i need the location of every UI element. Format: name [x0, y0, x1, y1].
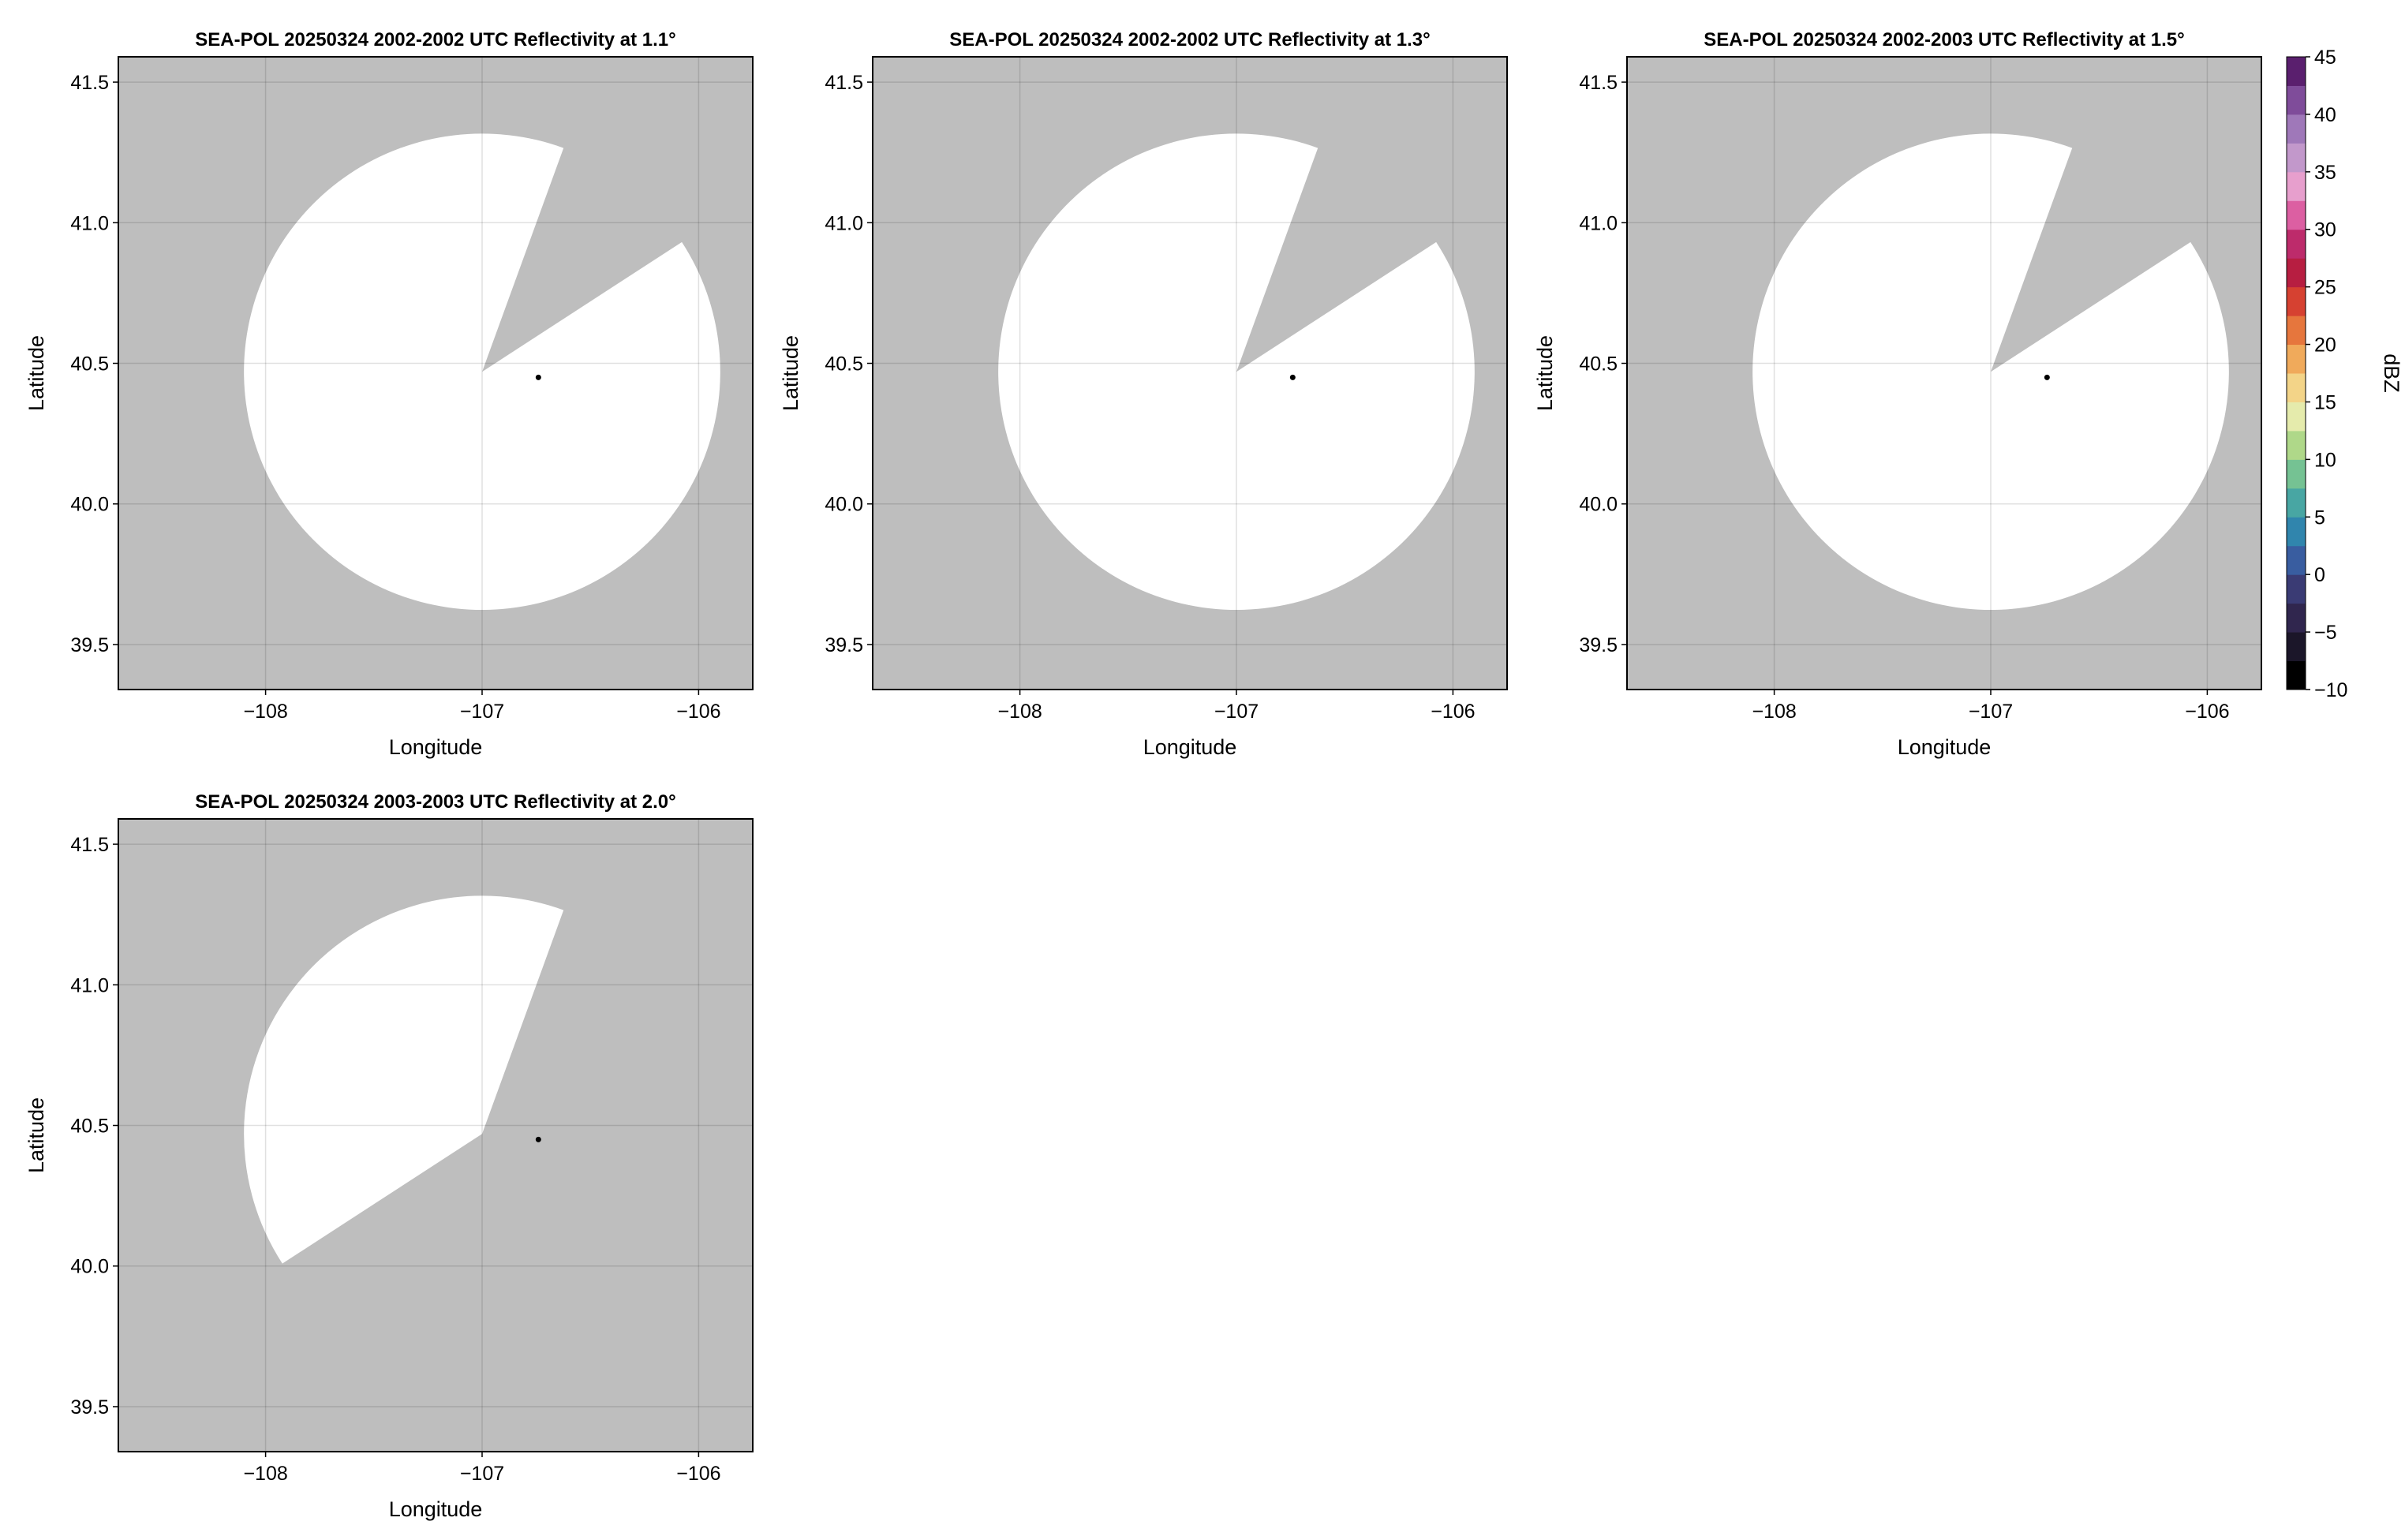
colorbar-tick-label: 15 — [2314, 391, 2336, 413]
colorbar-bin — [2287, 459, 2306, 489]
x-tick-label: −106 — [2185, 701, 2229, 723]
radar-panel-3: −108 −107 −106 39.5 40.0 40.5 41.0 41.5 SEA-POL … — [1533, 29, 2262, 759]
y-tick-label: 40.5 — [825, 353, 863, 376]
colorbar-tick-label: −5 — [2314, 622, 2337, 644]
radar-location-marker — [535, 1136, 541, 1142]
colorbar-bin — [2287, 574, 2306, 604]
y-tick-label: 41.5 — [70, 834, 109, 856]
radar-location-marker — [1289, 374, 1296, 380]
radar-location-marker — [535, 374, 541, 380]
radar-scan-area — [998, 133, 1475, 611]
panel-title: SEA-POL 20250324 2002-2002 UTC Reflectiv… — [195, 29, 675, 50]
y-tick-label: 40.5 — [1579, 353, 1618, 376]
y-tick-label: 41.0 — [825, 212, 863, 234]
x-axis-label: Longitude — [1143, 735, 1237, 759]
x-axis-label: Longitude — [389, 1497, 483, 1521]
colorbar-bin — [2287, 344, 2306, 374]
y-tick-label: 40.0 — [70, 1256, 109, 1278]
colorbar-bin — [2287, 316, 2306, 346]
colorbar-bin — [2287, 114, 2306, 144]
x-axis-label: Longitude — [389, 735, 483, 759]
radar-panel-4: −108 −107 −106 39.5 40.0 40.5 41.0 41.5 SEA-POL … — [24, 791, 754, 1521]
colorbar-tick-label: 0 — [2314, 564, 2325, 586]
axes-frame — [118, 56, 754, 690]
colorbar-bin — [2287, 632, 2306, 662]
x-axis-label: Longitude — [1898, 735, 1992, 759]
colorbar-tick-label: −10 — [2314, 679, 2347, 701]
colorbar-bin — [2287, 373, 2306, 402]
colorbar-bin — [2287, 143, 2306, 173]
x-tick-label: −107 — [1214, 701, 1259, 723]
y-tick-label: 41.5 — [70, 72, 109, 94]
colorbar-bin — [2287, 545, 2306, 575]
y-tick-label: 41.5 — [1579, 72, 1618, 94]
y-axis-label: Latitude — [24, 335, 48, 411]
radar-panel-1: −108 −107 −106 39.5 40.0 40.5 41.0 41.5 SEA-POL … — [24, 29, 754, 759]
colorbar-bin — [2287, 402, 2306, 432]
y-axis-label: Latitude — [1533, 335, 1557, 411]
colorbar-bin — [2287, 258, 2306, 288]
colorbar-bin — [2287, 286, 2306, 316]
panel-title: SEA-POL 20250324 2002-2003 UTC Reflectiv… — [1704, 29, 2184, 50]
x-tick-label: −107 — [460, 1463, 504, 1485]
x-tick-label: −106 — [676, 1463, 720, 1485]
colorbar-bin — [2287, 517, 2306, 547]
y-tick-label: 39.5 — [825, 634, 863, 656]
colorbar-tick-label: 10 — [2314, 449, 2336, 471]
colorbar-label: dBZ — [2380, 353, 2403, 393]
colorbar-tick-label: 25 — [2314, 277, 2336, 299]
colorbar-frame — [2286, 56, 2306, 690]
panel-title: SEA-POL 20250324 2002-2002 UTC Reflectiv… — [949, 29, 1430, 50]
colorbar-bin — [2287, 430, 2306, 460]
y-tick-label: 41.5 — [825, 72, 863, 94]
colorbar-tick-label: 5 — [2314, 506, 2325, 529]
x-tick-label: −106 — [676, 701, 720, 723]
y-tick-label: 40.5 — [70, 353, 109, 376]
colorbar-tick-label: 45 — [2314, 47, 2336, 69]
y-tick-label: 39.5 — [70, 634, 109, 656]
colorbar-bin — [2287, 171, 2306, 201]
x-tick-label: −107 — [460, 701, 504, 723]
x-tick-label: −108 — [243, 701, 287, 723]
y-axis-label: Latitude — [24, 1097, 48, 1173]
y-axis-label: Latitude — [779, 335, 802, 411]
colorbar-tick-label: 30 — [2314, 219, 2336, 241]
y-tick-label: 40.0 — [825, 494, 863, 516]
x-tick-label: −106 — [1431, 701, 1475, 723]
colorbar-bin — [2287, 85, 2306, 115]
x-tick-label: −108 — [243, 1463, 287, 1485]
colorbar-tick-label: 40 — [2314, 104, 2336, 126]
y-tick-label: 40.0 — [1579, 494, 1618, 516]
radar-location-marker — [2044, 374, 2050, 380]
y-tick-label: 41.0 — [70, 974, 109, 996]
panel-title: SEA-POL 20250324 2003-2003 UTC Reflectiv… — [195, 791, 675, 813]
axes-frame — [118, 818, 754, 1452]
colorbar-bin — [2287, 200, 2306, 230]
colorbar: −10 −5 0 5 10 15 20 25 30 35 40 45 dBZ — [2286, 47, 2403, 701]
y-tick-label: 39.5 — [1579, 634, 1618, 656]
x-tick-label: −108 — [1752, 701, 1796, 723]
colorbar-bin — [2287, 57, 2306, 86]
radar-scan-area — [244, 895, 564, 1264]
colorbar-bin — [2287, 603, 2306, 633]
axes-frame — [872, 56, 1508, 690]
colorbar-bin — [2287, 229, 2306, 259]
colorbar-tick-label: 20 — [2314, 335, 2336, 357]
x-tick-label: −107 — [1969, 701, 2013, 723]
y-tick-label: 40.0 — [70, 494, 109, 516]
radar-scan-area — [244, 133, 720, 611]
colorbar-tick-label: 35 — [2314, 162, 2336, 184]
colorbar-bin — [2287, 660, 2306, 690]
y-tick-label: 41.0 — [70, 212, 109, 234]
colorbar-bin — [2287, 488, 2306, 518]
radar-panel-2: −108 −107 −106 39.5 40.0 40.5 41.0 41.5 SEA-POL … — [779, 29, 1508, 759]
y-tick-label: 40.5 — [70, 1116, 109, 1138]
axes-frame — [1626, 56, 2262, 690]
radar-scan-area — [1752, 133, 2229, 611]
x-tick-label: −108 — [997, 701, 1042, 723]
y-tick-label: 39.5 — [70, 1396, 109, 1419]
y-tick-label: 41.0 — [1579, 212, 1618, 234]
